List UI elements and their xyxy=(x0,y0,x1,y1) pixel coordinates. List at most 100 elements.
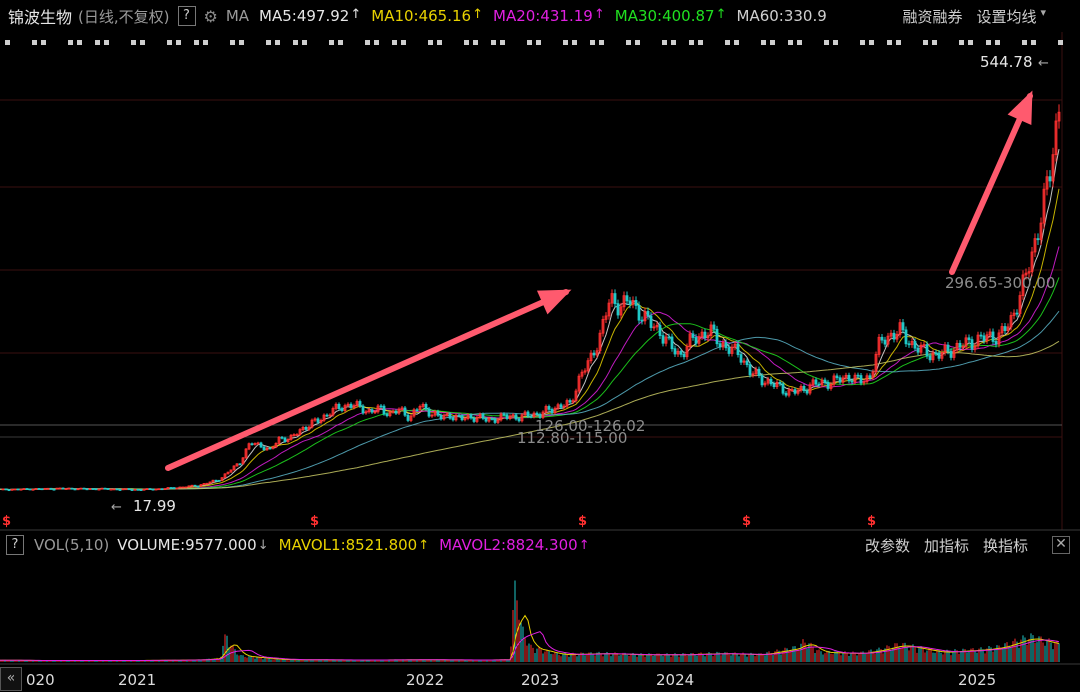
candle-body xyxy=(562,405,566,408)
ma-setting-button[interactable]: 设置均线 xyxy=(976,7,1037,26)
candle-body xyxy=(664,336,668,344)
add-indicator-button[interactable]: 加指标 xyxy=(923,536,969,555)
dividend-marker-icon: $ xyxy=(310,514,319,529)
candle-body xyxy=(805,390,809,394)
candle-body xyxy=(301,427,305,430)
candle-body xyxy=(241,457,245,465)
candle-body xyxy=(583,370,587,373)
candle-body xyxy=(154,488,158,491)
trend-arrow-head xyxy=(536,289,572,315)
candle-body xyxy=(889,332,893,337)
status-dot xyxy=(365,40,370,45)
candle-body xyxy=(637,305,641,321)
status-dot xyxy=(500,40,505,45)
candle-body xyxy=(760,375,764,386)
candle-body xyxy=(55,487,59,490)
ma-item: MA30:400.87 xyxy=(614,7,715,25)
chevron-down-icon[interactable]: ▾ xyxy=(1040,5,1046,19)
scroll-left-button[interactable]: « xyxy=(0,667,22,691)
dividend-marker-icon: $ xyxy=(2,514,11,529)
candle-body xyxy=(862,381,866,384)
candle-body xyxy=(406,414,410,421)
candle-body xyxy=(802,385,806,392)
candle-body xyxy=(133,488,137,491)
candle-body xyxy=(580,371,584,377)
status-dot xyxy=(968,40,973,45)
help-button[interactable]: ? xyxy=(177,6,196,26)
status-dot xyxy=(329,40,334,45)
candle-body xyxy=(535,412,539,415)
candle-body xyxy=(493,418,497,423)
status-dot xyxy=(590,40,595,45)
status-dot xyxy=(671,40,676,45)
low-price-arrow-icon: ← xyxy=(111,500,122,515)
candle-body xyxy=(226,471,230,475)
chart-grid xyxy=(0,32,1080,665)
volume-title[interactable]: VOL(5,10) xyxy=(34,536,110,554)
ma-label[interactable]: MA xyxy=(225,7,250,25)
candle-body xyxy=(118,489,122,491)
candle-body xyxy=(595,350,599,356)
candle-body xyxy=(400,407,404,410)
candle-body xyxy=(355,401,359,406)
status-dot xyxy=(869,40,874,45)
candle-body xyxy=(397,408,401,414)
status-dot xyxy=(959,40,964,45)
gear-icon[interactable]: ⚙ xyxy=(203,6,218,26)
low-price-label: 17.99 xyxy=(133,497,176,515)
candle-body xyxy=(145,488,149,490)
mavol1-value: MAVOL1:8521.800 xyxy=(278,536,418,554)
candle-body xyxy=(1030,251,1034,273)
candle-body xyxy=(463,418,467,421)
candle-body xyxy=(22,488,26,490)
candle-body xyxy=(13,488,17,491)
status-dot xyxy=(1031,40,1036,45)
candle-body xyxy=(541,411,545,418)
candle-body xyxy=(223,473,227,479)
candle-body xyxy=(523,411,527,416)
status-dot xyxy=(536,40,541,45)
candle-body xyxy=(1048,176,1052,182)
status-dot xyxy=(788,40,793,45)
candle-body xyxy=(391,410,395,413)
change-params-button[interactable]: 改参数 xyxy=(864,536,910,555)
candle-body xyxy=(109,488,113,491)
high-price-arrow-icon: ← xyxy=(1038,56,1049,71)
candle-body xyxy=(190,484,194,487)
status-dot xyxy=(761,40,766,45)
candle-body xyxy=(166,487,170,489)
volume-help-button[interactable]: ? xyxy=(6,535,24,555)
candle-body xyxy=(1006,326,1010,331)
candle-body xyxy=(538,413,542,418)
stock-name[interactable]: 锦波生物 xyxy=(8,8,73,27)
candle-body xyxy=(505,414,509,419)
ma-trend-icon: ↑ xyxy=(350,7,362,22)
candle-body xyxy=(715,328,719,345)
candle-body xyxy=(1045,176,1049,190)
status-dot xyxy=(437,40,442,45)
candle-body xyxy=(916,347,920,353)
status-dot xyxy=(167,40,172,45)
candle-body xyxy=(469,414,473,419)
candle-body xyxy=(148,488,152,490)
status-dot xyxy=(275,40,280,45)
candle-body xyxy=(793,389,797,394)
candle-body xyxy=(1051,154,1055,182)
candle-body xyxy=(334,403,338,409)
candle-body xyxy=(79,487,83,490)
margin-trading-button[interactable]: 融资融券 xyxy=(902,7,963,26)
status-dot xyxy=(770,40,775,45)
candle-body xyxy=(814,379,818,385)
status-dot xyxy=(635,40,640,45)
candle-body xyxy=(868,375,872,378)
candle-body xyxy=(160,488,164,491)
period-label[interactable]: (日线,不复权) xyxy=(78,7,170,26)
close-icon[interactable]: ✕ xyxy=(1052,536,1070,554)
candle-body xyxy=(100,487,104,490)
candle-body xyxy=(967,337,971,341)
switch-indicator-button[interactable]: 换指标 xyxy=(982,536,1028,555)
status-dot xyxy=(239,40,244,45)
status-dot xyxy=(923,40,928,45)
candle-body xyxy=(823,379,827,383)
